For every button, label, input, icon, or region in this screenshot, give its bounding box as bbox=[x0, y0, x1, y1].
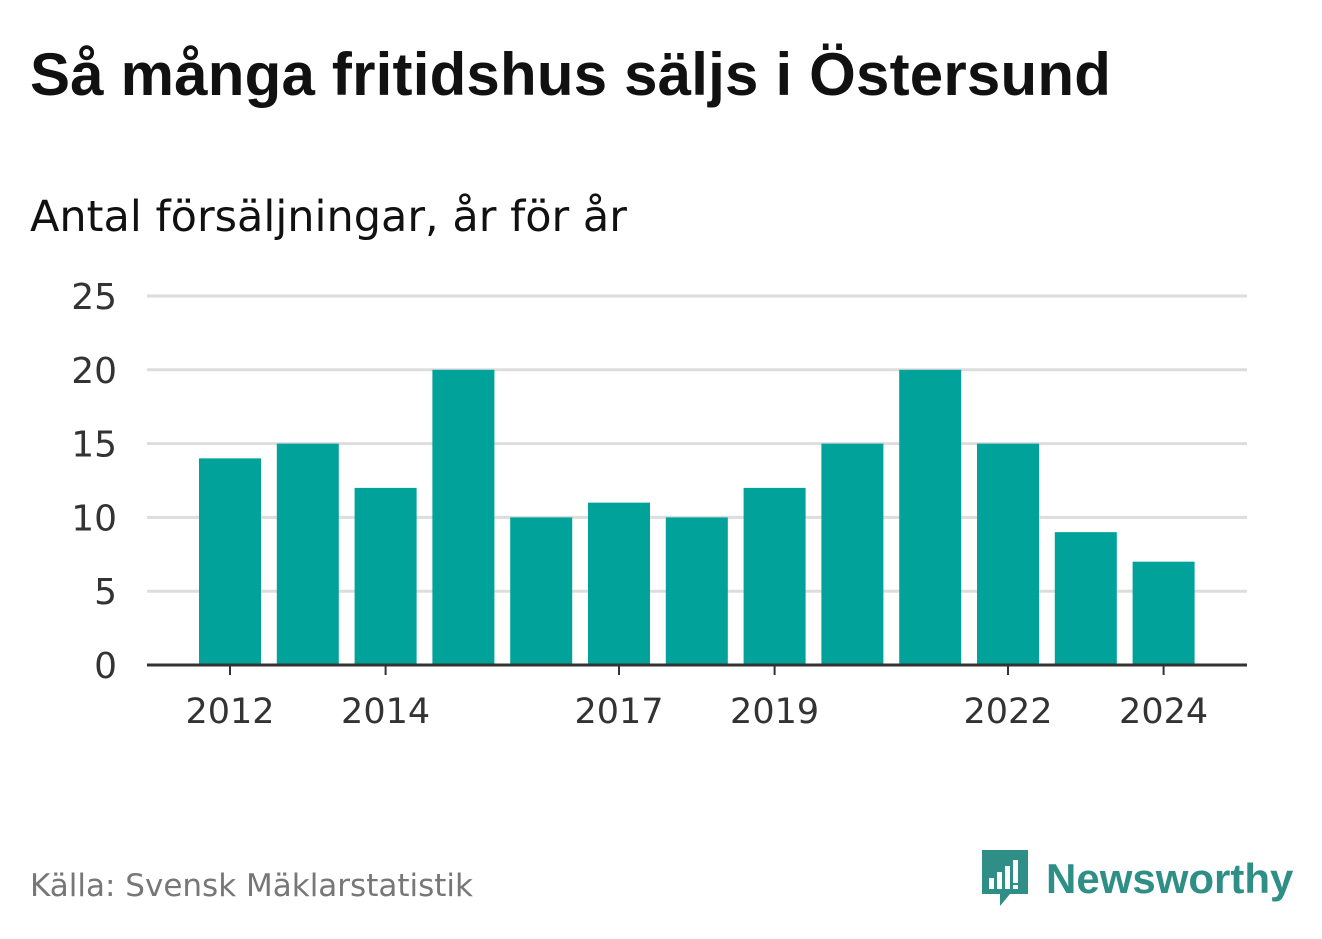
brand-logo: Newsworthy bbox=[980, 848, 1293, 910]
bar-2017 bbox=[588, 502, 650, 665]
x-axis-labels: 2012 2014 2017 2019 2022 2024 bbox=[185, 692, 1208, 732]
x-tick-label: 2014 bbox=[341, 692, 430, 732]
y-axis-labels: 0 5 10 15 20 25 bbox=[71, 277, 117, 687]
chart-subtitle: Antal försäljningar, år för år bbox=[30, 192, 627, 242]
x-tick-label: 2019 bbox=[730, 692, 819, 732]
y-tick-label: 10 bbox=[71, 498, 117, 539]
brand-name: Newsworthy bbox=[1046, 855, 1294, 902]
y-tick-label: 5 bbox=[94, 572, 117, 613]
bar-2019 bbox=[743, 487, 806, 665]
bars bbox=[199, 369, 1195, 665]
y-tick-label: 20 bbox=[71, 351, 117, 392]
x-tick-label: 2022 bbox=[963, 692, 1052, 732]
y-tick-label: 15 bbox=[71, 425, 117, 466]
bar-2023 bbox=[1054, 532, 1117, 665]
bar-2024 bbox=[1132, 561, 1195, 665]
bar-2015 bbox=[432, 369, 495, 665]
x-tick-label: 2024 bbox=[1119, 692, 1208, 732]
bar-chart: 0 5 10 15 20 25 2012 2014 2017 2019 2022 2024 bbox=[71, 277, 1247, 732]
bar-2021 bbox=[899, 369, 962, 665]
bar-chart-speech-bubble-icon bbox=[982, 850, 1028, 906]
x-axis bbox=[147, 663, 1247, 675]
x-tick-label: 2012 bbox=[185, 692, 274, 732]
bar-2022 bbox=[977, 443, 1039, 665]
y-tick-label: 0 bbox=[94, 646, 117, 687]
source-note: Källa: Svensk Mäklarstatistik bbox=[30, 868, 473, 904]
bar-2016 bbox=[510, 517, 573, 665]
chart-title: Så många fritidshus säljs i Östersund bbox=[30, 41, 1112, 108]
x-tick-label: 2017 bbox=[574, 692, 663, 732]
y-tick-label: 25 bbox=[71, 277, 117, 318]
bar-2013 bbox=[276, 443, 339, 665]
bar-2020 bbox=[821, 443, 884, 665]
bar-2014 bbox=[354, 487, 417, 665]
bar-2018 bbox=[665, 517, 728, 665]
bar-2012 bbox=[199, 458, 261, 665]
